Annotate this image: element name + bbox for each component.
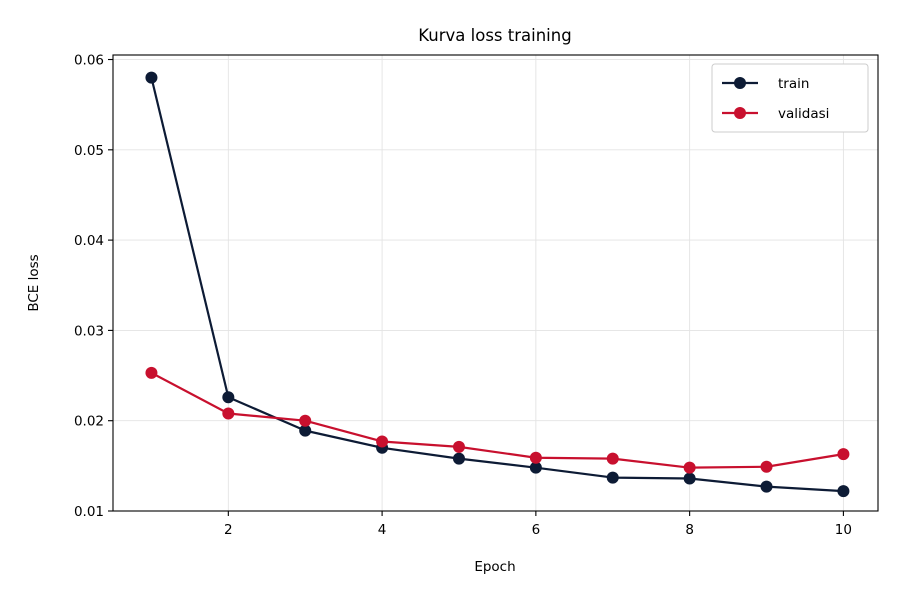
y-tick-label: 0.01	[74, 504, 104, 520]
plot-area-frame	[112, 54, 879, 512]
legend-marker-validasi	[734, 107, 746, 119]
legend-box	[711, 63, 869, 133]
data-point-validasi	[376, 435, 389, 448]
data-point-validasi	[299, 414, 312, 427]
data-point-validasi	[529, 451, 542, 464]
data-point-train	[683, 472, 696, 485]
x-tick-label: 2	[224, 522, 233, 538]
series-line-validasi	[150, 371, 844, 469]
x-tick-label: 8	[685, 522, 694, 538]
series-validasi	[145, 366, 850, 474]
data-point-train	[529, 461, 542, 474]
y-axis-label: BCE loss	[26, 254, 42, 311]
series-line-train	[150, 77, 844, 493]
data-point-validasi	[683, 461, 696, 474]
data-point-train	[145, 71, 158, 84]
x-tick-label: 6	[532, 522, 541, 538]
y-tick-label: 0.04	[74, 233, 104, 249]
legend-marker-train	[734, 77, 746, 89]
data-point-train	[760, 480, 773, 493]
legend-label-train: train	[778, 76, 809, 92]
x-axis: 2 4 6 8 10	[224, 511, 852, 538]
data-point-validasi	[837, 448, 850, 461]
y-tick-label: 0.02	[74, 414, 104, 430]
x-axis-label: Epoch	[474, 559, 515, 575]
legend: train validasi	[711, 63, 869, 133]
y-axis: 0.01 0.02 0.03 0.04 0.05 0.06	[74, 53, 113, 520]
data-point-train	[222, 391, 235, 404]
x-tick-label: 4	[378, 522, 387, 538]
y-tick-label: 0.06	[74, 53, 104, 69]
series-train	[145, 71, 850, 498]
series-group	[145, 71, 850, 498]
data-point-validasi	[145, 366, 158, 379]
data-point-validasi	[760, 460, 773, 473]
x-tick-label: 10	[835, 522, 852, 538]
data-point-train	[837, 485, 850, 498]
y-tick-label: 0.03	[74, 323, 104, 339]
y-tick-label: 0.05	[74, 143, 104, 159]
data-point-train	[452, 452, 465, 465]
legend-label-validasi: validasi	[778, 106, 829, 122]
data-point-train	[606, 471, 619, 484]
data-point-validasi	[222, 407, 235, 420]
chart-title: Kurva loss training	[418, 26, 571, 45]
data-point-train	[299, 424, 312, 437]
data-point-validasi	[606, 452, 619, 465]
data-point-validasi	[452, 440, 465, 453]
